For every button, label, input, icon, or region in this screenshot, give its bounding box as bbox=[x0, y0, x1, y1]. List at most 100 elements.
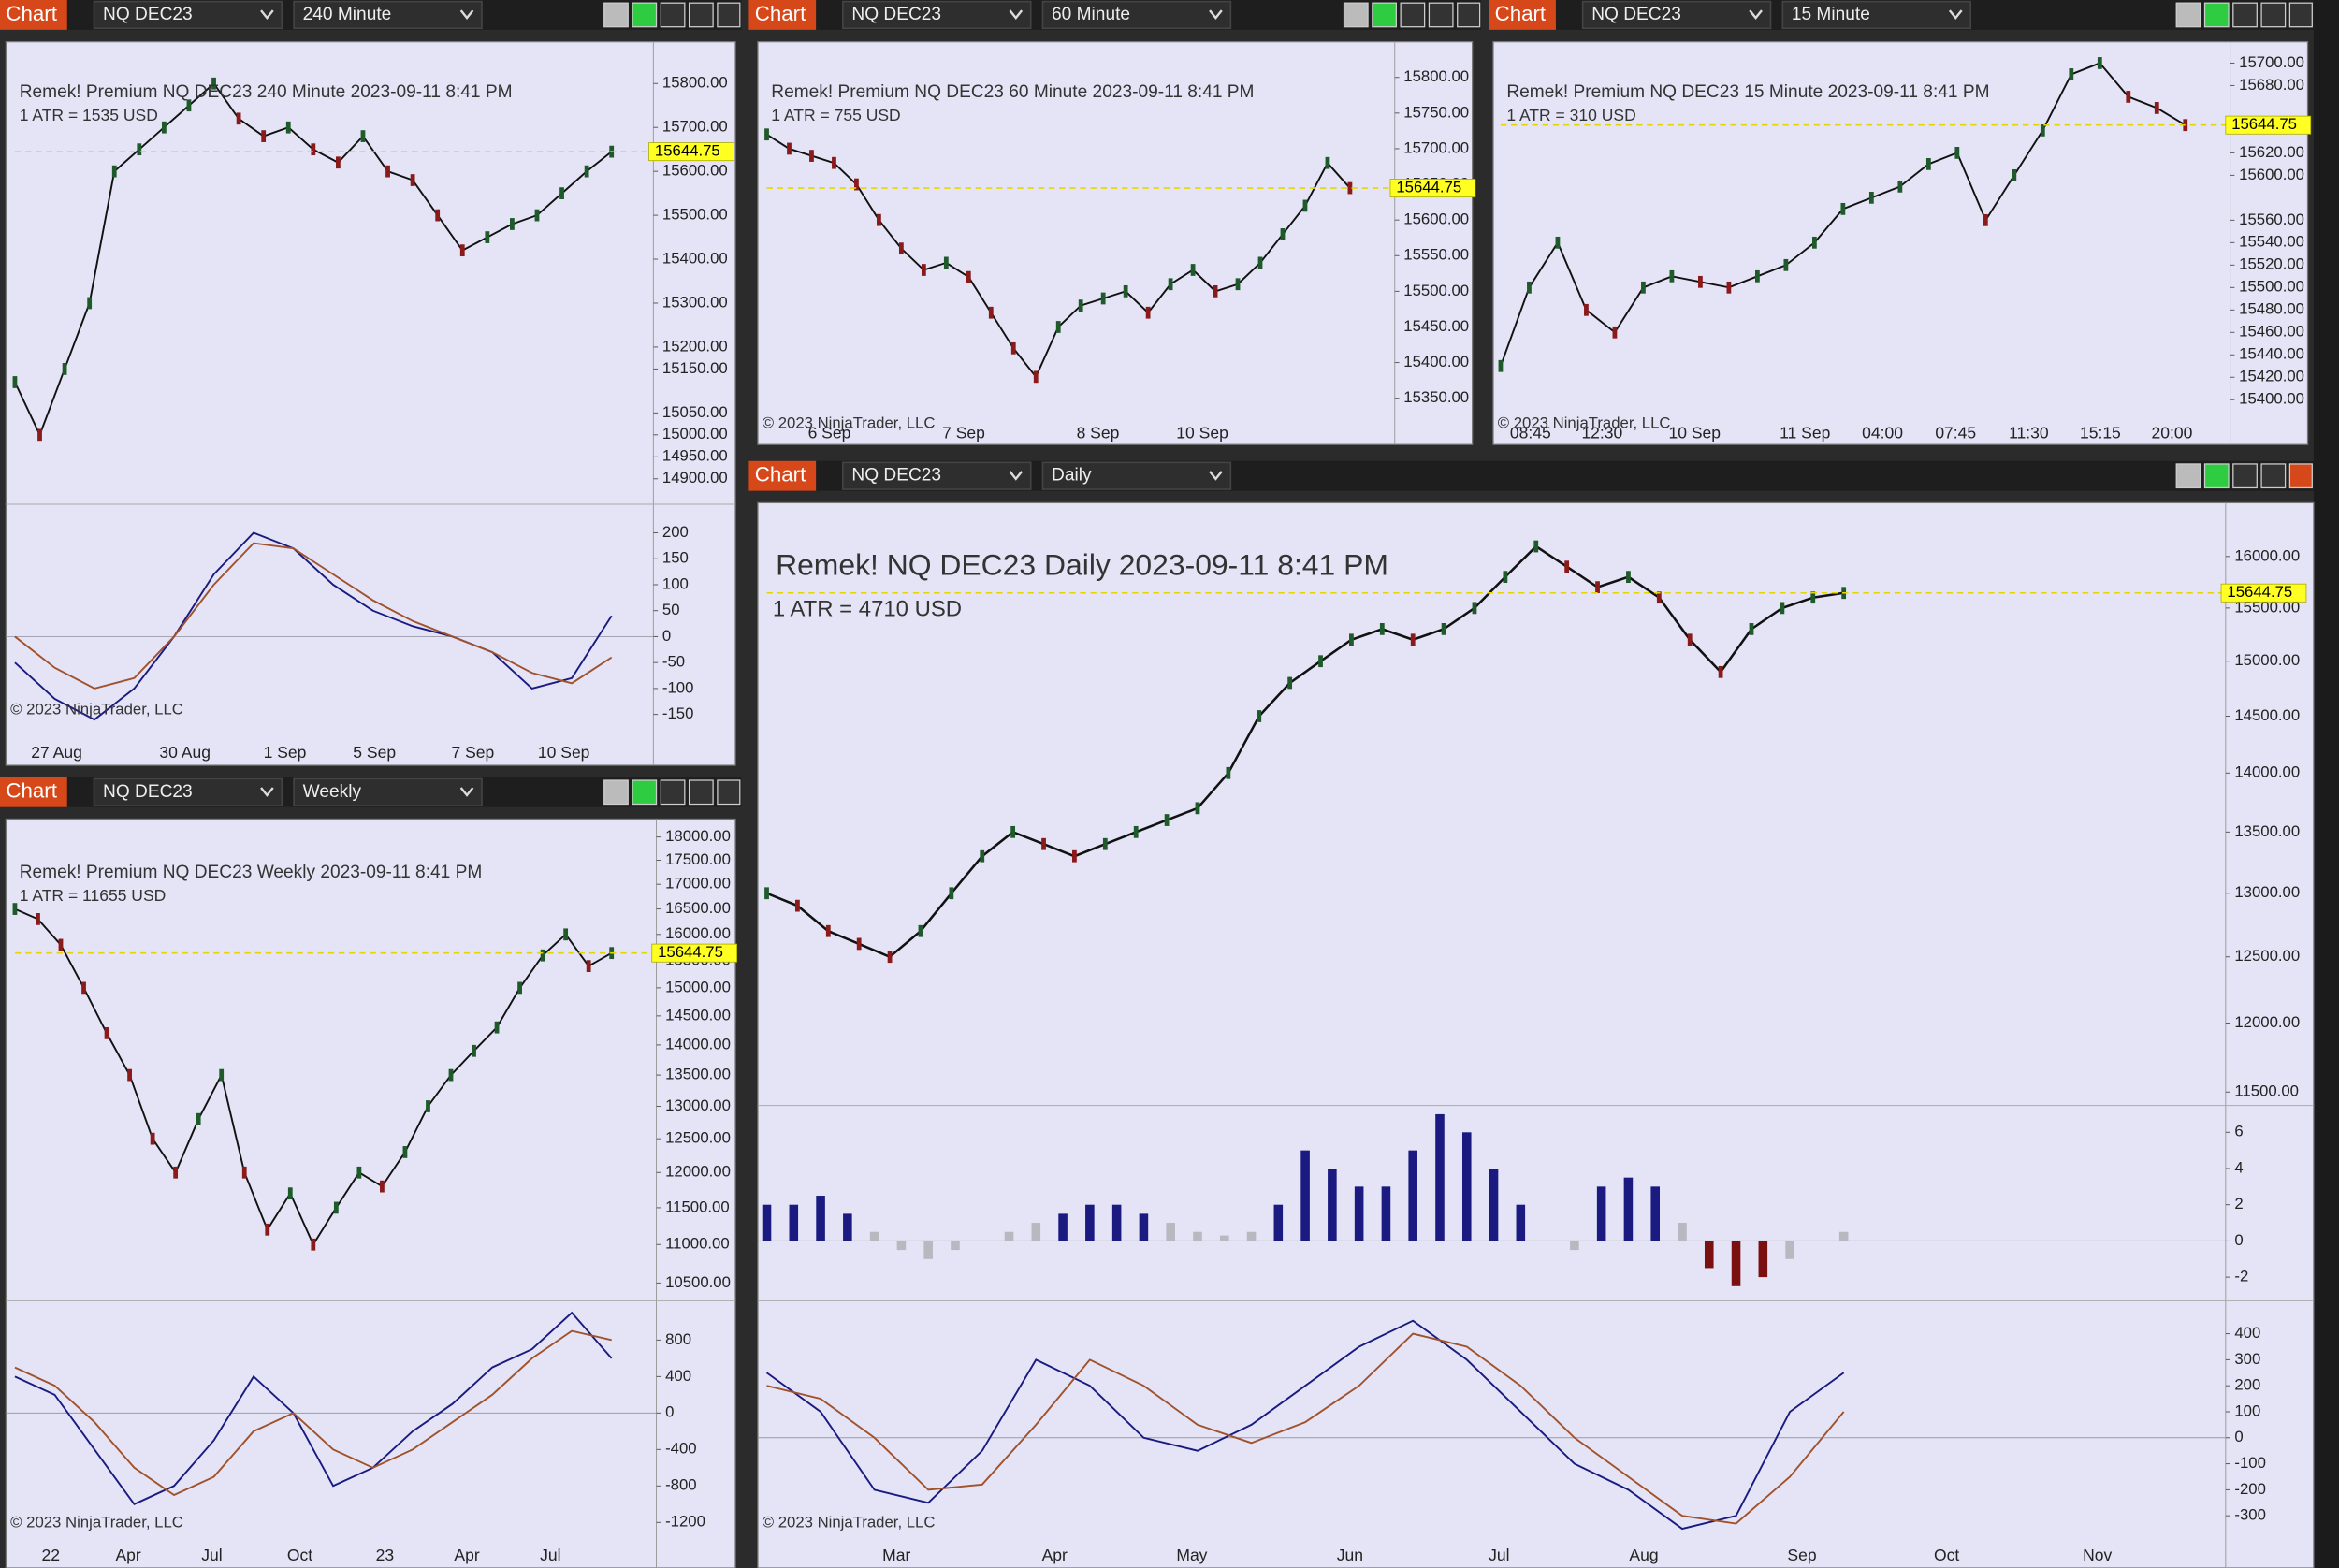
symbol-dropdown[interactable] bbox=[93, 777, 283, 806]
price-bar bbox=[1503, 571, 1508, 584]
price-bar bbox=[62, 363, 67, 375]
price-bar bbox=[1656, 591, 1662, 604]
price-bar bbox=[1123, 284, 1128, 298]
close-button[interactable] bbox=[2288, 463, 2313, 489]
y-tick-label: 400 bbox=[665, 1367, 691, 1385]
price-bar bbox=[988, 306, 994, 319]
price-bar bbox=[1783, 258, 1789, 271]
y-tick-label: 15750.00 bbox=[1403, 103, 1469, 121]
histogram-bar bbox=[1516, 1204, 1526, 1241]
window-button[interactable] bbox=[2175, 463, 2201, 489]
copyright: © 2023 NinjaTrader, LLC bbox=[763, 1514, 936, 1532]
histogram-bar bbox=[1461, 1132, 1472, 1241]
window-button[interactable] bbox=[2175, 2, 2201, 28]
close-button[interactable] bbox=[717, 779, 741, 806]
chart-tab[interactable] bbox=[748, 0, 817, 30]
price-marker-label: 15644.75 bbox=[1396, 178, 1461, 196]
x-tick-label: Jul bbox=[1489, 1546, 1509, 1564]
histogram-bar bbox=[869, 1231, 879, 1241]
window-button[interactable] bbox=[688, 779, 714, 806]
window-button[interactable] bbox=[2203, 463, 2230, 489]
window-button[interactable] bbox=[2260, 2, 2287, 28]
histogram-bar bbox=[1193, 1231, 1202, 1241]
histogram-bar bbox=[1758, 1241, 1768, 1278]
price-bar bbox=[1840, 202, 1846, 215]
price-bar bbox=[287, 1187, 293, 1200]
price-bar bbox=[918, 924, 923, 937]
interval-dropdown[interactable] bbox=[293, 0, 483, 30]
price-bar bbox=[1257, 256, 1263, 269]
price-bar bbox=[1164, 814, 1170, 826]
interval-dropdown[interactable] bbox=[293, 777, 483, 806]
y-tick-label: 14000.00 bbox=[665, 1035, 731, 1053]
y-tick-label: -100 bbox=[2234, 1454, 2265, 1472]
y-tick-label: 14000.00 bbox=[2234, 763, 2300, 781]
window-button[interactable] bbox=[2203, 2, 2230, 28]
histogram-bar bbox=[1354, 1186, 1364, 1241]
window-button[interactable] bbox=[1428, 2, 1454, 28]
window-button[interactable] bbox=[1343, 2, 1369, 28]
price-bar bbox=[856, 937, 862, 951]
chart-tab[interactable] bbox=[1489, 0, 1556, 30]
window-button[interactable] bbox=[1400, 2, 1426, 28]
price-bar bbox=[1983, 213, 1988, 226]
price-bar bbox=[459, 244, 465, 257]
chart-tab-label: Chart bbox=[6, 779, 57, 803]
window-button[interactable] bbox=[632, 779, 658, 806]
histogram-bar bbox=[816, 1196, 825, 1241]
x-tick-label: May bbox=[1176, 1546, 1207, 1564]
interval-dropdown[interactable] bbox=[1781, 0, 1971, 30]
histogram-bar bbox=[1031, 1223, 1041, 1241]
window-button[interactable] bbox=[2260, 463, 2287, 489]
dropdown-arrow bbox=[1009, 471, 1024, 481]
close-button[interactable] bbox=[717, 2, 741, 28]
symbol-dropdown[interactable] bbox=[842, 0, 1032, 30]
histogram-bar bbox=[1489, 1168, 1499, 1241]
close-button[interactable] bbox=[1457, 2, 1481, 28]
y-tick-label: 400 bbox=[2234, 1324, 2260, 1342]
interval-dropdown[interactable] bbox=[1041, 0, 1232, 30]
price-bar bbox=[1897, 180, 1903, 193]
symbol-dropdown[interactable] bbox=[1581, 0, 1772, 30]
close-button[interactable] bbox=[2288, 2, 2313, 28]
price-bar bbox=[854, 178, 859, 191]
symbol-dropdown[interactable] bbox=[93, 0, 283, 30]
interval-text: 240 Minute bbox=[303, 5, 392, 24]
window-button[interactable] bbox=[660, 2, 686, 28]
copyright: © 2023 NinjaTrader, LLC bbox=[763, 414, 936, 431]
chart-tab[interactable] bbox=[0, 777, 67, 807]
window-button[interactable] bbox=[632, 2, 658, 28]
y-tick-label: 15480.00 bbox=[2239, 300, 2304, 318]
price-bar bbox=[949, 887, 954, 900]
price-bar bbox=[1041, 837, 1046, 850]
histogram-bar bbox=[1435, 1113, 1445, 1241]
price-bar bbox=[236, 112, 241, 125]
histogram-bar bbox=[1596, 1186, 1606, 1241]
y-tick-label: 100 bbox=[2234, 1401, 2260, 1419]
interval-dropdown[interactable] bbox=[1041, 461, 1232, 490]
chart-tab[interactable] bbox=[0, 0, 67, 30]
window-button[interactable] bbox=[2232, 2, 2258, 28]
window-button[interactable] bbox=[603, 779, 629, 806]
y-tick-label: 100 bbox=[662, 574, 689, 592]
symbol-dropdown[interactable] bbox=[842, 461, 1032, 490]
x-tick-label: Apr bbox=[454, 1546, 479, 1564]
price-bar bbox=[1687, 633, 1693, 646]
chart-panel bbox=[1492, 41, 2309, 445]
window-button[interactable] bbox=[688, 2, 714, 28]
y-tick-label: 17500.00 bbox=[665, 850, 731, 868]
window-button[interactable] bbox=[603, 2, 629, 28]
y-tick-label: 150 bbox=[662, 549, 689, 567]
y-tick-label: 200 bbox=[662, 523, 689, 541]
window-button[interactable] bbox=[2232, 463, 2258, 489]
price-bar bbox=[787, 142, 792, 155]
window-button[interactable] bbox=[660, 779, 686, 806]
window-button[interactable] bbox=[1372, 2, 1397, 28]
y-tick-label: -300 bbox=[2234, 1506, 2265, 1524]
price-bar bbox=[1349, 633, 1354, 646]
price-bar bbox=[1626, 571, 1631, 584]
chart-tab[interactable] bbox=[748, 460, 817, 491]
symbol-text: NQ DEC23 bbox=[851, 466, 941, 486]
symbol-text: NQ DEC23 bbox=[1591, 5, 1681, 24]
